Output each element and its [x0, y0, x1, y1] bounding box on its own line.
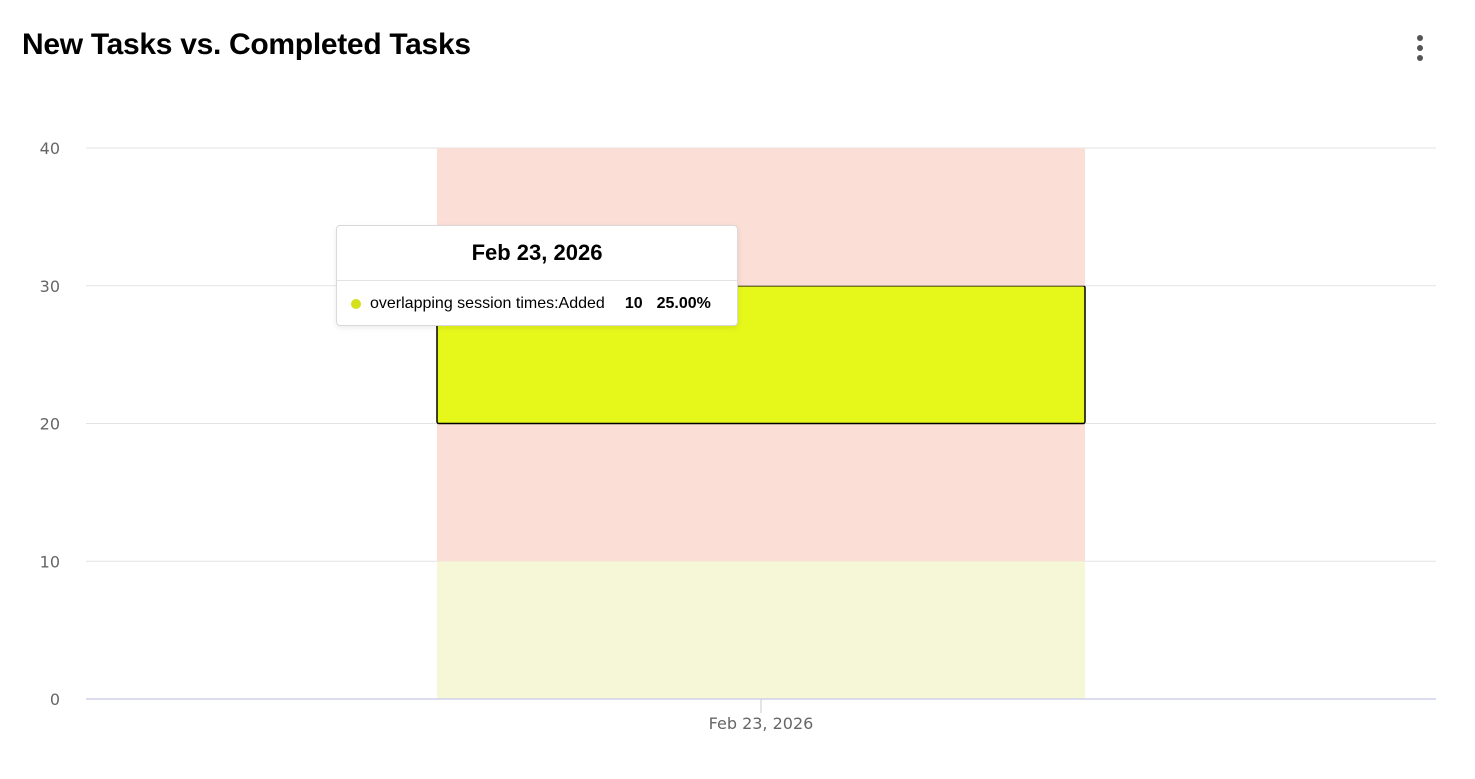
- tooltip-series-percent: 25.00%: [656, 295, 711, 312]
- more-vertical-icon[interactable]: [1404, 32, 1436, 64]
- y-tick-label: 40: [40, 139, 60, 158]
- menu-dot: [1417, 35, 1423, 41]
- tooltip-title: Feb 23, 2026: [337, 226, 737, 281]
- y-tick-label: 0: [50, 690, 60, 709]
- menu-dot: [1417, 45, 1423, 51]
- x-tick-label: Feb 23, 2026: [709, 714, 814, 733]
- bar-segment[interactable]: [437, 423, 1085, 562]
- chart-title: New Tasks vs. Completed Tasks: [22, 28, 471, 61]
- tooltip-series-name: overlapping session times:Added: [370, 295, 605, 312]
- menu-dot: [1417, 55, 1423, 61]
- y-tick-label: 10: [40, 552, 60, 571]
- tooltip-series-value: 10: [624, 295, 643, 312]
- bar-segment[interactable]: [437, 561, 1085, 699]
- chart-tooltip: Feb 23, 2026 overlapping session times:A…: [336, 225, 738, 326]
- tooltip-series-row: overlapping session times:Added 10 25.00…: [337, 281, 737, 327]
- y-tick-label: 20: [40, 415, 60, 434]
- y-tick-label: 30: [40, 277, 60, 296]
- tooltip-series-marker: [351, 299, 361, 309]
